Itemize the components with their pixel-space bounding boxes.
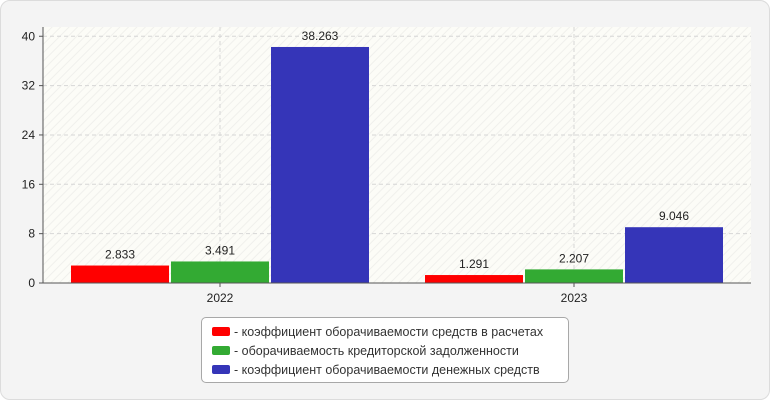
bars [71, 46, 723, 283]
legend-item-cash-turnover: - коэффициент оборачиваемости денежных с… [212, 360, 568, 379]
bar [271, 46, 369, 283]
y-tick-label: 32 [22, 79, 36, 93]
legend-item-receivables-turnover: - коэффициент оборачиваемости средств в … [212, 322, 568, 341]
legend-swatch-blue [212, 365, 230, 374]
data-label: 1.291 [459, 257, 489, 271]
y-tick-label: 16 [22, 177, 36, 191]
legend-swatch-green [212, 346, 230, 355]
legend-item-payables-turnover: - оборачиваемость кредиторской задолженн… [212, 341, 568, 360]
y-tick-label: 24 [22, 128, 36, 142]
data-label: 3.491 [205, 243, 235, 257]
bar [525, 269, 623, 283]
y-tick-label: 40 [22, 29, 36, 43]
data-label: 9.046 [659, 209, 689, 223]
x-tick-label: 2023 [561, 291, 588, 305]
legend-swatch-red [212, 327, 230, 336]
data-label: 2.207 [559, 251, 589, 265]
bar [625, 227, 723, 283]
data-labels: 2.833 1.291 3.491 2.207 38.263 9.046 [105, 29, 689, 271]
y-tick-label: 0 [28, 276, 35, 290]
data-label: 2.833 [105, 248, 135, 262]
y-tick-label: 8 [28, 227, 35, 241]
legend-label: - коэффициент оборачиваемости средств в … [234, 324, 544, 339]
bar [71, 265, 169, 283]
x-tick-label: 2022 [207, 291, 234, 305]
bar [425, 275, 523, 283]
legend-label: - оборачиваемость кредиторской задолженн… [234, 343, 519, 358]
axes: 0 8 16 24 32 40 2022 2023 [22, 27, 751, 305]
legend-label: - коэффициент оборачиваемости денежных с… [234, 362, 540, 377]
data-label: 38.263 [302, 29, 339, 43]
bar [171, 261, 269, 283]
legend: - коэффициент оборачиваемости средств в … [201, 317, 569, 383]
